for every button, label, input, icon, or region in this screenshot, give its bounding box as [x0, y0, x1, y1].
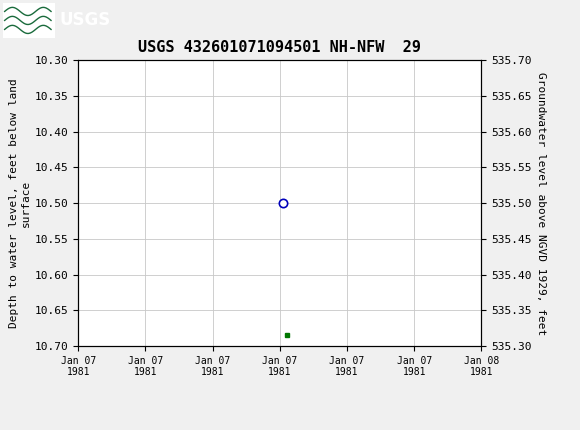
Y-axis label: Depth to water level, feet below land
surface: Depth to water level, feet below land su…: [9, 78, 31, 328]
Title: USGS 432601071094501 NH-NFW  29: USGS 432601071094501 NH-NFW 29: [139, 40, 421, 55]
Y-axis label: Groundwater level above NGVD 1929, feet: Groundwater level above NGVD 1929, feet: [536, 71, 546, 335]
Text: USGS: USGS: [60, 12, 111, 29]
Bar: [3, 3, 55, 37]
